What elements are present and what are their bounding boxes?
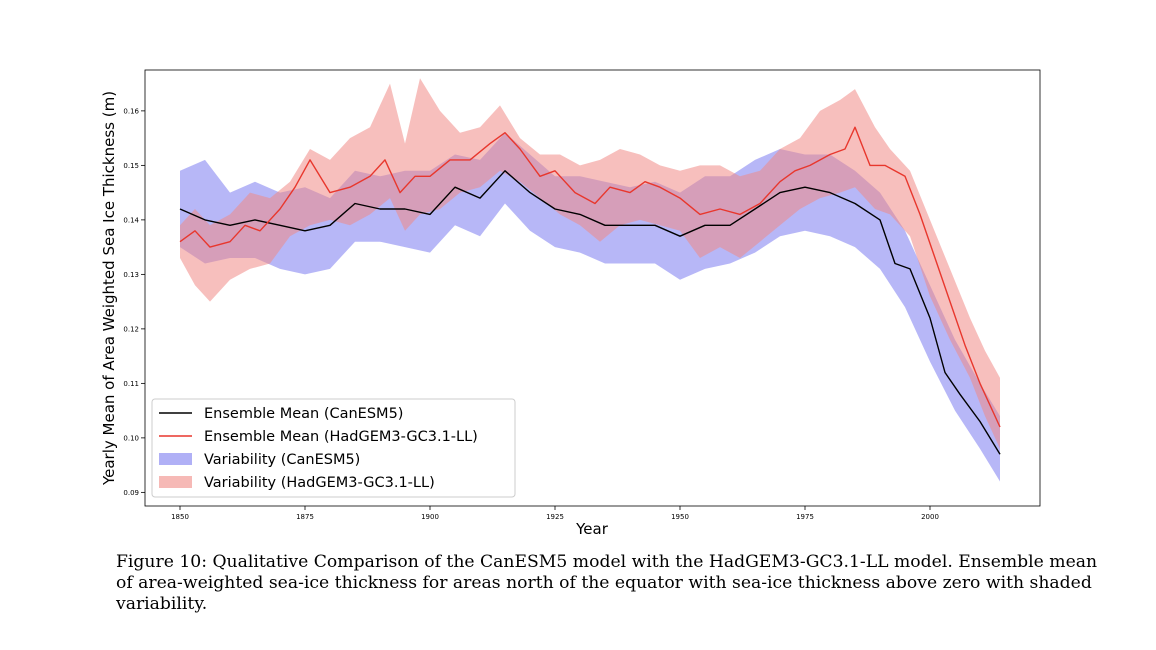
y-tick-label: 0.15: [123, 162, 139, 170]
legend-label-variability-hadgem3-gc3-1-ll: Variability (HadGEM3-GC3.1-LL): [204, 475, 435, 491]
legend-label-ensemble-mean-hadgem3-gc3-1-ll: Ensemble Mean (HadGEM3-GC3.1-LL): [204, 429, 478, 445]
x-tick-label: 1950: [671, 513, 689, 521]
chart: 1850 1875 1900 1925 1950 1975 2000 0.09 0.10 0.1…: [100, 69, 1041, 538]
plot-frame: [144, 69, 1041, 507]
line-ensemble-mean-hadgem3-gc3-1-ll: [179, 126, 1001, 428]
x-tick-label: 1925: [546, 513, 564, 521]
x-tick-label: 1975: [796, 513, 814, 521]
x-tick-label: 1850: [171, 513, 189, 521]
y-axis-ticks: 0.09 0.10 0.11 0.12 0.13 0.14 0.15 0.16: [123, 107, 145, 497]
legend-swatch-variability-hadgem3-gc3-1-ll: [159, 476, 192, 488]
figure-caption: Figure 10: Qualitative Comparison of the…: [116, 552, 1098, 614]
x-tick-label: 1900: [421, 513, 439, 521]
legend: Ensemble Mean (CanESM5) Ensemble Mean (Ha…: [151, 398, 516, 498]
x-axis-ticks: 1850 1875 1900 1925 1950 1975 2000: [171, 506, 939, 521]
legend-label-variability-canesm5: Variability (CanESM5): [204, 452, 360, 468]
legend-box: [151, 398, 516, 498]
y-tick-label: 0.10: [123, 434, 139, 442]
legend-label-ensemble-mean-canesm5: Ensemble Mean (CanESM5): [204, 406, 403, 422]
x-axis-title: Year: [575, 520, 609, 538]
line-ensemble-mean-canesm5: [179, 170, 1001, 455]
band-variability-canesm5: [180, 132, 1000, 482]
x-tick-label: 1875: [296, 513, 314, 521]
y-tick-label: 0.09: [123, 489, 139, 497]
y-tick-label: 0.14: [123, 216, 139, 224]
legend-swatch-variability-canesm5: [159, 453, 192, 465]
y-axis-title: Yearly Mean of Area Weighted Sea Ice Thi…: [100, 91, 118, 486]
legend-items: Ensemble Mean (CanESM5) Ensemble Mean (Ha…: [159, 406, 478, 491]
y-tick-label: 0.16: [123, 107, 139, 115]
x-tick-label: 2000: [921, 513, 939, 521]
ensemble-mean-lines: [179, 126, 1001, 455]
y-tick-label: 0.12: [123, 325, 139, 333]
y-tick-label: 0.13: [123, 271, 139, 279]
y-tick-label: 0.11: [123, 380, 139, 388]
